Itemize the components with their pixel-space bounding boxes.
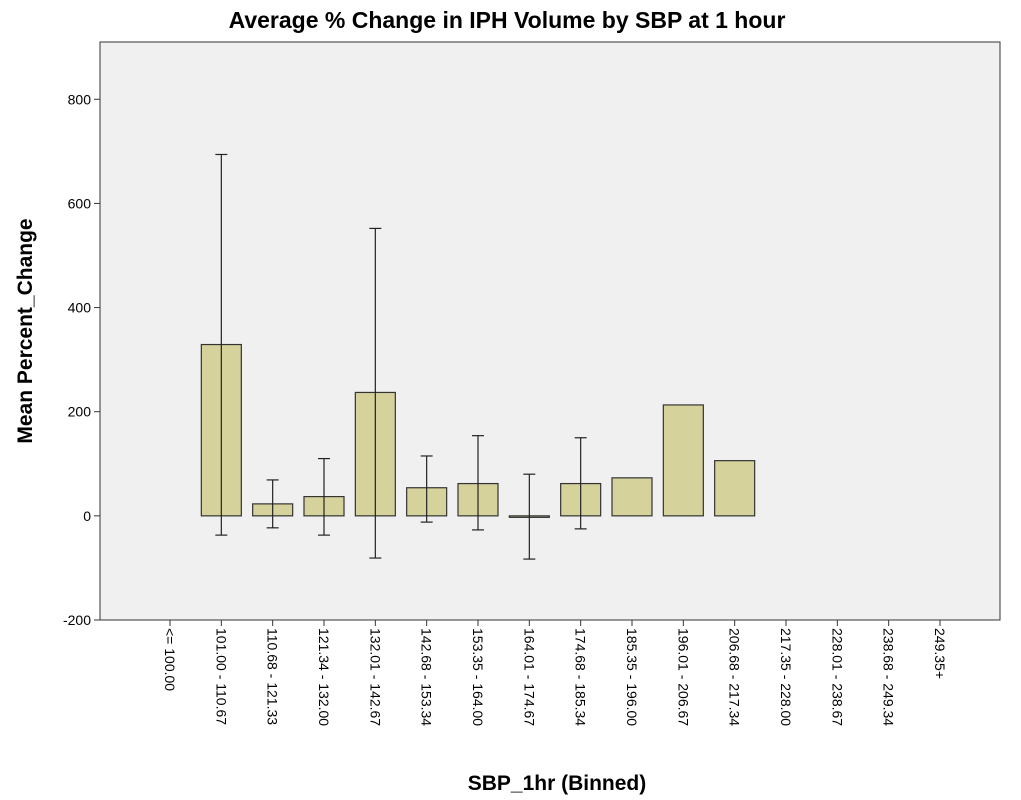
- y-tick-label: 600: [68, 195, 92, 211]
- bar: [714, 460, 756, 517]
- chart-title: Average % Change in IPH Volume by SBP at…: [229, 7, 786, 33]
- x-tick-label: 206.68 - 217.34: [727, 628, 743, 726]
- x-tick-label: 249.35+: [932, 628, 948, 679]
- x-tick-label: 164.01 - 174.67: [521, 628, 537, 726]
- x-tick-label: <= 100.00: [162, 628, 178, 691]
- y-tick-label: 0: [83, 508, 91, 524]
- x-tick-label: 228.01 - 238.67: [829, 628, 845, 726]
- y-tick-label: 400: [68, 300, 92, 316]
- x-tick-label: 238.68 - 249.34: [881, 628, 897, 726]
- y-tick-label: -200: [63, 612, 91, 628]
- bar: [611, 477, 653, 517]
- x-tick-label: 196.01 - 206.67: [675, 628, 691, 726]
- x-tick-label: 217.35 - 228.00: [778, 628, 794, 726]
- plot-area: [99, 41, 1001, 621]
- x-axis-label: SBP_1hr (Binned): [468, 772, 647, 795]
- y-tick-label: 200: [68, 404, 92, 420]
- y-tick-label: 800: [68, 91, 92, 107]
- x-tick-label: 142.68 - 153.34: [419, 628, 435, 726]
- x-tick-label: 174.68 - 185.34: [573, 628, 589, 726]
- y-axis-label: Mean Percent_Change: [14, 218, 37, 443]
- x-tick-label: 101.00 - 110.67: [213, 628, 229, 725]
- x-tick-label: 110.68 - 121.33: [265, 628, 281, 725]
- x-tick-label: 121.34 - 132.00: [316, 628, 332, 726]
- x-tick-label: 185.35 - 196.00: [624, 628, 640, 726]
- bar: [662, 404, 704, 517]
- x-tick-label: 153.35 - 164.00: [470, 628, 486, 726]
- x-tick-label: 132.01 - 142.67: [367, 628, 383, 726]
